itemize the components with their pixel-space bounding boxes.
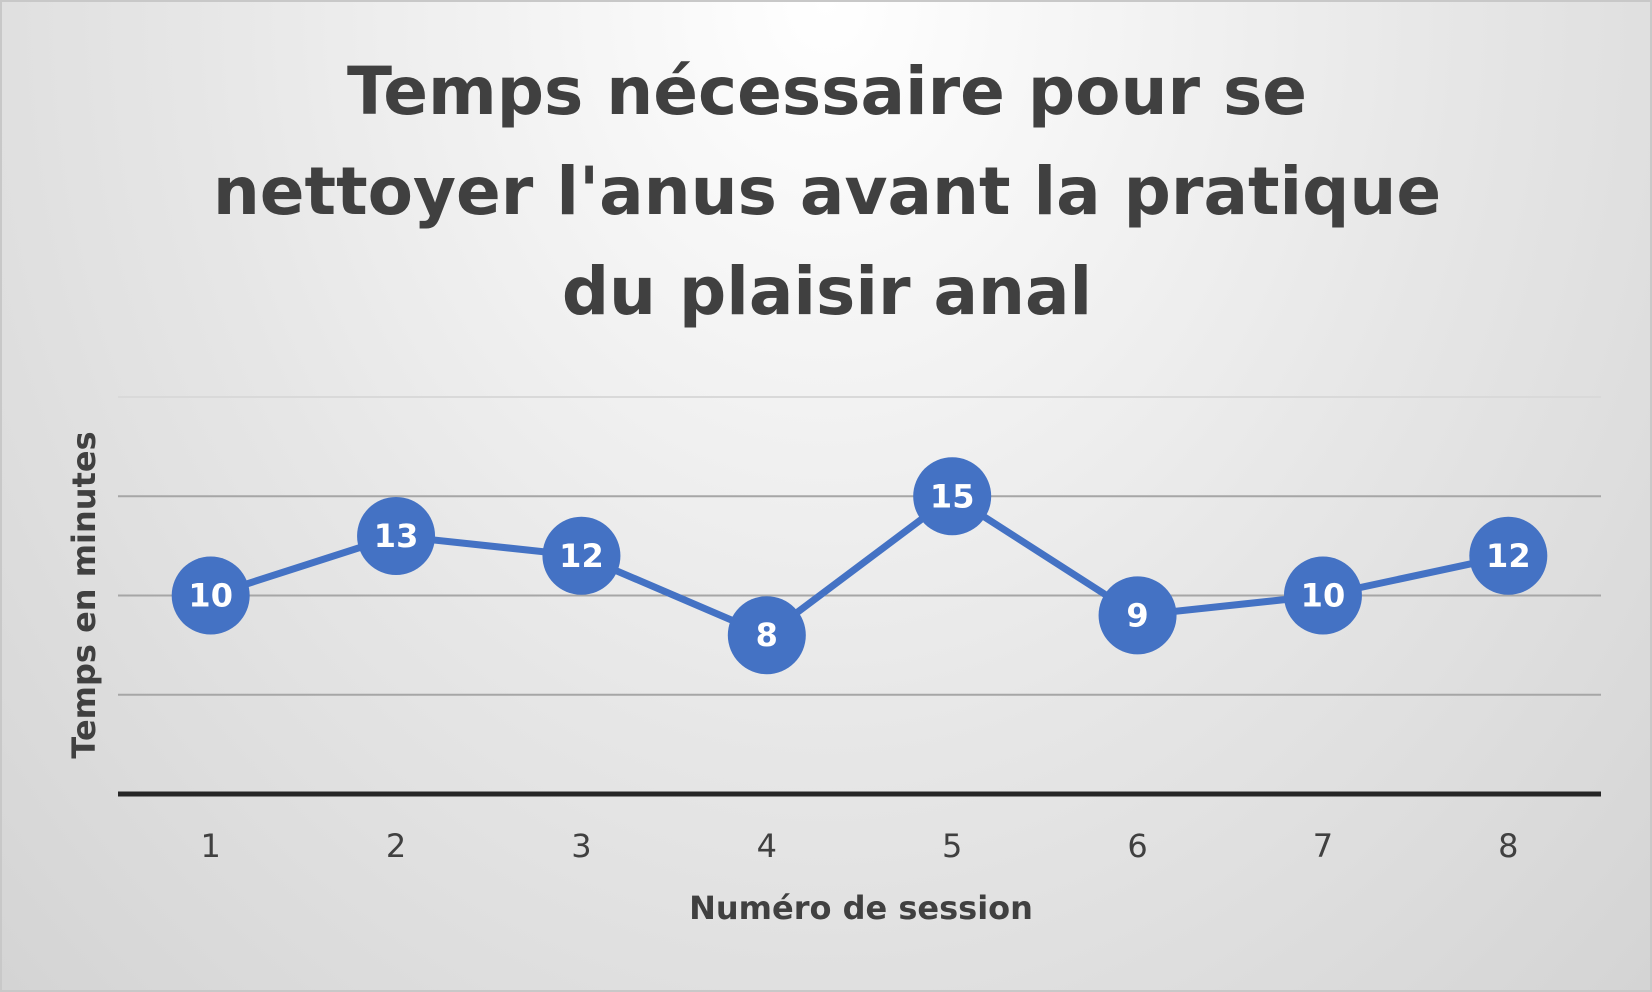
data-label: 10 (188, 577, 233, 615)
marker (727, 596, 806, 675)
data-label: 12 (1486, 537, 1531, 575)
data-label: 13 (374, 517, 419, 555)
x-tick-label: 8 (1498, 827, 1518, 865)
data-label: 12 (559, 537, 604, 575)
y-axis-label: Temps en minutes (65, 431, 103, 758)
x-tick-label: 3 (571, 827, 591, 865)
data-label: 15 (930, 477, 975, 515)
data-label: 10 (1301, 577, 1346, 615)
marker (542, 516, 621, 595)
x-tick-label: 4 (757, 827, 777, 865)
x-tick-label: 7 (1313, 827, 1333, 865)
x-tick-label: 6 (1127, 827, 1147, 865)
chart-title: Temps nécessaire pour se nettoyer l'anus… (212, 53, 1442, 330)
marker (171, 556, 250, 635)
x-tick-label: 1 (201, 827, 221, 865)
marker (1283, 556, 1362, 635)
data-label: 9 (1126, 596, 1148, 634)
marker (913, 457, 992, 536)
marker (1098, 576, 1177, 655)
x-axis-label: Numéro de session (689, 889, 1033, 927)
marker (357, 496, 436, 575)
x-tick-label: 2 (386, 827, 406, 865)
data-label: 8 (756, 616, 778, 654)
x-tick-label: 5 (942, 827, 962, 865)
marker (1469, 516, 1548, 595)
